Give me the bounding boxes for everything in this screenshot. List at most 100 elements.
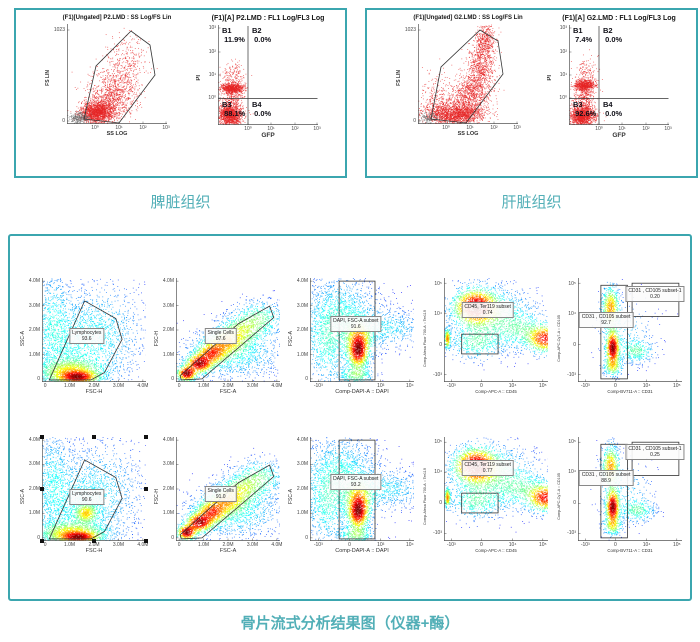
x-tick-label: 10¹ xyxy=(115,125,123,131)
liver-caption: 肝脏组织 xyxy=(501,194,562,211)
x-axis-label: Comp-APC-A :: CD45 xyxy=(475,389,517,395)
plot-area: 0 1023 xyxy=(405,24,518,124)
gate-label: Lymphocytes 93.6 xyxy=(69,327,105,344)
y-tick-label: 3.0M xyxy=(162,302,174,309)
y-tick-label: 10⁵ xyxy=(568,438,576,445)
plot-body: FSC-A 0 1.0M 2.0M 3.0M 4.0M DAPI, FSC-A subset… xyxy=(286,436,414,557)
spleen-scatter-plot: FS LIN (F1)[Ungated] P2.LMD : SS Log/FS L… xyxy=(43,15,172,140)
y-axis-label: FS LIN xyxy=(394,15,403,140)
x-tick-label: 10⁵ xyxy=(538,541,547,548)
quadrant-label: B2 0.0% xyxy=(603,26,623,44)
x-tick-row: -10³ 0 10⁴ 10⁵ xyxy=(444,382,548,389)
y-tick-label: 0 xyxy=(62,118,65,124)
selection-handle xyxy=(144,538,148,543)
quadrant-label: B1 11.9% xyxy=(222,26,245,44)
x-axis-label: GFP xyxy=(612,132,626,139)
gate-name: CD45, Ter119 subset xyxy=(464,461,511,468)
top-captions-row: 脾脏组织 肝脏组织 xyxy=(0,178,700,224)
x-tick-label: 10⁰ xyxy=(442,125,450,131)
y-tick-label: 0 xyxy=(573,341,576,348)
y-tick-label: 10⁰ xyxy=(559,95,567,101)
x-axis-label: SS LOG xyxy=(106,131,128,137)
y-axis-label: SSC-A xyxy=(18,437,27,557)
gate-name: CD31 , CD105 subset xyxy=(581,313,631,320)
x-axis-label: Comp-DAPI-A :: DAPI xyxy=(335,547,389,554)
x-tick-row: 0 1.0M 2.0M 3.0M 4.0M xyxy=(42,382,149,390)
gate-percentage: 93.6 xyxy=(81,335,92,342)
x-tick-label: 0 xyxy=(480,541,483,548)
y-tick-label: 1023 xyxy=(404,27,416,33)
spleen-panel: FS LIN (F1)[Ungated] P2.LMD : SS Log/FS L… xyxy=(14,8,347,178)
y-tick-label: 10⁴ xyxy=(568,310,576,317)
gate-percentage: 87.6 xyxy=(215,335,226,342)
plot-title-text: (F1)[Ungated] G2.LMD : SS Log/FS Lin xyxy=(413,15,523,21)
x-axis-label: Comp-APC-A :: CD45 xyxy=(475,547,517,553)
x-tick-row: -10³ 0 10³ 10⁴ xyxy=(310,541,414,548)
y-tick-label: 0 xyxy=(439,500,442,507)
x-tick-label: 10⁴ xyxy=(508,541,517,548)
y-tick-label: 0 xyxy=(439,341,442,348)
plot-title: (F1)[Ungated] P2.LMD : SS Log/FS Lin xyxy=(63,15,172,21)
x-tick-row: -10³ 0 10⁴ 10⁵ xyxy=(444,541,548,548)
x-tick-label: 1.0M xyxy=(197,383,210,390)
x-tick-label: 10³ xyxy=(162,125,170,131)
liver-scatter-plot: FS LIN (F1)[Ungated] G2.LMD : SS Log/FS L… xyxy=(394,15,523,140)
liver-pi-gfp-canvas xyxy=(569,25,669,125)
bone-marrow-row-2: SSC-A 0 1.0M 2.0M 3.0M 4.0M Lymphocytes 90.6 0 1.… xyxy=(12,434,688,557)
plot-area: -10³ 0 10⁴ 10⁵ CD45, Ter119 subset 0.74 xyxy=(433,278,548,383)
y-tick-label: 4.0M xyxy=(28,436,40,443)
y-tick-label: 0 xyxy=(171,376,174,383)
gate-label: CD31 , CD105 subset 88.9 xyxy=(578,470,634,487)
x-tick-label: 10³ xyxy=(313,126,321,132)
y-axis-label: FSC-H xyxy=(152,278,161,398)
y-axis-label-text: FSC-H xyxy=(153,489,160,505)
y-axis-label: PI xyxy=(545,15,554,141)
bm2-cd45-canvas xyxy=(444,436,548,541)
y-tick-label: 2.0M xyxy=(296,327,308,334)
y-axis-label-text: FSC-A xyxy=(287,489,294,505)
x-axis-label: FSC-H xyxy=(85,547,103,554)
x-tick-row: 10⁰ 10¹ 10² 10³ xyxy=(218,125,321,132)
plot-body: SSC-A 0 1.0M 2.0M 3.0M 4.0M Lymphocytes 90.6 0 1.… xyxy=(18,434,149,557)
y-tick-label: 2.0M xyxy=(28,485,40,492)
gate-percentage: 91.0 xyxy=(215,493,226,500)
gate-percentage: 90.6 xyxy=(81,496,92,503)
x-tick-label: -10³ xyxy=(313,541,323,548)
gate-percentage: 0.74 xyxy=(482,309,493,316)
plot-body: Comp-Alexa Fluor 700-A :: Ter119-10³ 0 10⁴… xyxy=(420,278,548,398)
plot-stack: -10³ 0 10⁴ 10⁵ CD45, Ter119 subset 0.74 -10³ 0 1… xyxy=(433,278,548,398)
x-tick-label: 4.0M xyxy=(271,541,283,548)
liver-quadrant-plot: PI (F1)[A] G2.LMD : FL1 Log/FL3 Log 10⁰ 10¹… xyxy=(545,15,676,141)
y-axis-label: PI xyxy=(194,15,203,141)
selection-handle xyxy=(40,486,44,491)
y-tick-label: 1.0M xyxy=(162,351,174,358)
y-tick-label: 3.0M xyxy=(296,461,308,468)
x-axis-label: Comp-BV711-A :: CD31 xyxy=(607,547,653,553)
bone-marrow-row-1: SSC-A 0 1.0M 2.0M 3.0M 4.0M Lymphocytes 93.6 0 1.… xyxy=(12,278,688,398)
plot-area: 0 1.0M 2.0M 3.0M 4.0M DAPI, FSC-A subset 93.2 xyxy=(297,436,414,541)
plot-area: 10⁰ 10¹ 10² 10³ B1 7.4% B2 0.0% B3 92.6% B4 0.0… xyxy=(559,25,669,125)
gate-percentage: 92.7 xyxy=(601,319,611,326)
x-tick-label: 0 xyxy=(614,541,617,548)
y-axis-label-text: SSC-A xyxy=(19,489,26,505)
gate-percentage: 0.77 xyxy=(482,467,493,474)
x-axis-label: Comp-DAPI-A :: DAPI xyxy=(335,389,389,396)
x-tick-label: 0 xyxy=(177,541,181,548)
y-axis-label: FSC-A xyxy=(286,437,295,557)
y-axis-label-text: PI xyxy=(546,75,553,81)
y-tick-label: 4.0M xyxy=(162,278,174,285)
y-axis-label-text: Comp-Alexa Fluor 700-A :: Ter119 xyxy=(422,309,427,367)
selection-handle xyxy=(40,538,44,543)
gate-name: Lymphocytes xyxy=(72,329,102,336)
bone-marrow-caption: 骨片流式分析结果图（仪器+酶） xyxy=(240,615,460,632)
x-tick-label: -10³ xyxy=(313,383,323,390)
x-tick-label: 1.0M xyxy=(63,383,76,390)
gate-percentage: 93.2 xyxy=(350,482,361,489)
bm-r2-cd31-cd105-plot: Comp-APC-Cy7-A :: CD105 -10³ 0 10⁴ 10⁵ CD31 ,… xyxy=(554,436,685,557)
x-tick-label: 10³ xyxy=(377,541,385,548)
gate-label: CD45, Ter119 subset 0.77 xyxy=(461,459,514,476)
y-tick-label: 1.0M xyxy=(162,510,174,517)
x-tick-label: 4.0M xyxy=(137,541,149,548)
y-tick-label: 2.0M xyxy=(296,485,308,492)
plot-area: -10³ 0 10⁴ 10⁵ CD31 , CD105 subset 92.7 CD31 ,… xyxy=(567,278,685,383)
